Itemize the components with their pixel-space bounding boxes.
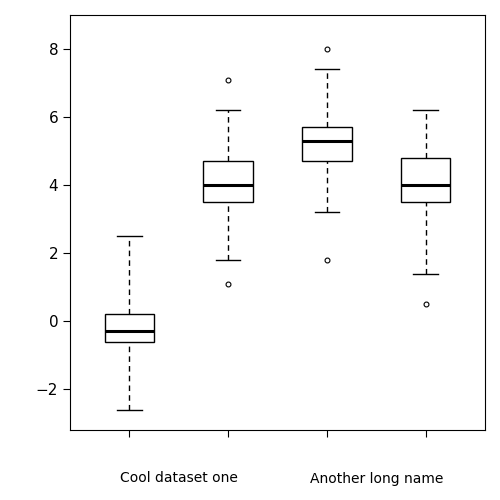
Text: Cool dataset one: Cool dataset one <box>120 472 238 486</box>
Bar <box>104 314 154 342</box>
Text: Another long name: Another long name <box>310 472 443 486</box>
Bar <box>204 162 253 202</box>
Bar <box>401 158 450 202</box>
Bar <box>302 128 352 162</box>
